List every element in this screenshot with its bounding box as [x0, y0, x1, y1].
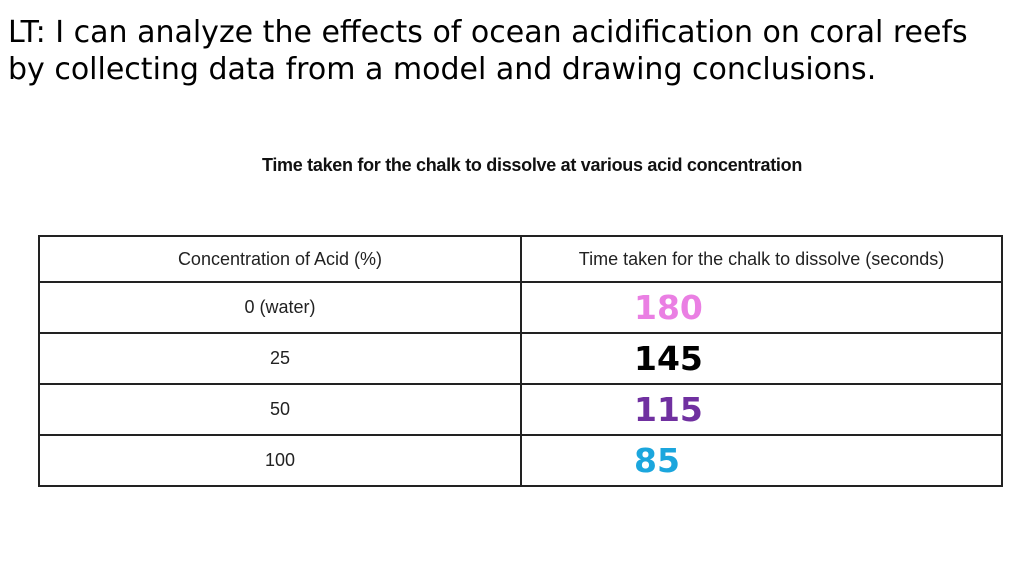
time-cell: 115 [520, 383, 1003, 436]
table-caption: Time taken for the chalk to dissolve at … [261, 155, 803, 175]
table-row: 0 (water) 180 [38, 281, 1003, 334]
table-body: Concentration of Acid (%) Time taken for… [38, 235, 1003, 487]
time-cell: 85 [520, 434, 1003, 487]
title-line: LT: I can analyze the effects of ocean a… [8, 15, 968, 50]
table-row: 50 115 [38, 383, 1003, 436]
header-row: Concentration of Acid (%) Time taken for… [38, 235, 1003, 283]
table-row: 100 85 [38, 434, 1003, 487]
column-header: Concentration of Acid (%) [38, 235, 522, 283]
title-line: by collecting data from a model and draw… [8, 52, 877, 87]
concentration-cell: 50 [38, 383, 522, 436]
concentration-cell: 100 [38, 434, 522, 487]
column-header: Time taken for the chalk to dissolve (se… [520, 235, 1003, 283]
time-cell: 145 [520, 332, 1003, 385]
table-row: 25 145 [38, 332, 1003, 385]
concentration-cell: 25 [38, 332, 522, 385]
time-cell: 180 [520, 281, 1003, 334]
data-table: Concentration of Acid (%) Time taken for… [38, 235, 1003, 487]
concentration-cell: 0 (water) [38, 281, 522, 334]
title: LT: I can analyze the effects of ocean a… [8, 14, 968, 88]
